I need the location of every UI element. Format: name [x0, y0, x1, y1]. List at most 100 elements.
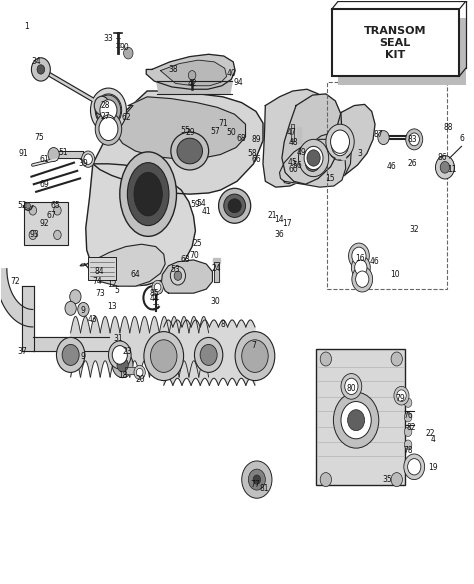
Text: 44: 44	[149, 294, 159, 304]
Circle shape	[235, 332, 275, 381]
Text: 72: 72	[10, 277, 20, 286]
Text: 23: 23	[123, 347, 132, 356]
Circle shape	[56, 338, 85, 373]
Polygon shape	[200, 320, 210, 385]
Circle shape	[188, 71, 196, 80]
Circle shape	[96, 95, 121, 126]
Text: 8: 8	[220, 319, 225, 329]
Polygon shape	[228, 320, 237, 385]
Text: 9: 9	[81, 306, 86, 315]
Text: 48: 48	[289, 138, 299, 147]
Text: 32: 32	[410, 225, 419, 234]
Circle shape	[404, 454, 425, 479]
Polygon shape	[149, 317, 159, 377]
FancyBboxPatch shape	[24, 201, 68, 245]
Polygon shape	[182, 320, 191, 385]
Text: 12: 12	[107, 280, 117, 289]
Circle shape	[394, 387, 409, 405]
Text: 89: 89	[251, 135, 261, 144]
Text: 56: 56	[292, 161, 302, 170]
Polygon shape	[214, 262, 219, 281]
Polygon shape	[80, 244, 165, 286]
Circle shape	[391, 352, 402, 366]
Polygon shape	[120, 317, 130, 377]
Polygon shape	[110, 317, 120, 377]
Text: 77: 77	[250, 480, 260, 489]
Circle shape	[345, 378, 358, 395]
Circle shape	[320, 472, 331, 486]
Polygon shape	[179, 317, 189, 377]
Ellipse shape	[306, 157, 319, 171]
Polygon shape	[189, 317, 199, 377]
Polygon shape	[71, 317, 81, 377]
Circle shape	[304, 147, 323, 169]
Polygon shape	[328, 105, 375, 176]
Circle shape	[333, 392, 379, 448]
Text: 38: 38	[168, 65, 178, 74]
Circle shape	[82, 151, 95, 168]
Text: 83: 83	[407, 135, 417, 144]
Circle shape	[152, 280, 163, 294]
Text: 41: 41	[201, 207, 211, 215]
FancyBboxPatch shape	[317, 349, 405, 485]
Text: 9: 9	[81, 352, 86, 360]
Text: 92: 92	[39, 219, 49, 228]
Circle shape	[54, 230, 61, 239]
Text: 60: 60	[289, 165, 299, 174]
Circle shape	[356, 271, 369, 287]
Circle shape	[408, 458, 421, 475]
Text: 3: 3	[357, 149, 362, 158]
Text: 40: 40	[227, 69, 236, 78]
Circle shape	[242, 340, 268, 373]
Text: 37: 37	[17, 347, 27, 356]
Text: 94: 94	[233, 78, 243, 87]
Text: 17: 17	[283, 219, 292, 228]
Text: 88: 88	[444, 123, 454, 132]
Text: 25: 25	[192, 238, 202, 248]
Text: 66: 66	[251, 155, 261, 164]
Circle shape	[397, 390, 406, 402]
Text: 35: 35	[383, 475, 392, 484]
Text: 63: 63	[180, 255, 190, 264]
Ellipse shape	[134, 172, 162, 216]
Text: 51: 51	[58, 148, 68, 157]
Circle shape	[355, 260, 367, 275]
Text: 11: 11	[447, 165, 457, 174]
Text: 39: 39	[79, 159, 88, 168]
Text: 24: 24	[211, 264, 221, 273]
Polygon shape	[159, 317, 169, 377]
Polygon shape	[55, 151, 83, 158]
Polygon shape	[156, 81, 232, 94]
Circle shape	[78, 303, 89, 317]
Text: 26: 26	[407, 159, 417, 168]
Text: 71: 71	[218, 119, 228, 127]
FancyBboxPatch shape	[331, 9, 459, 77]
Text: 82: 82	[406, 423, 416, 432]
Circle shape	[194, 338, 223, 373]
Polygon shape	[0, 269, 33, 327]
Text: 61: 61	[39, 155, 49, 164]
Text: 30: 30	[211, 297, 220, 307]
Text: 22: 22	[425, 429, 435, 438]
Text: 13: 13	[107, 302, 117, 311]
Text: 79: 79	[395, 394, 405, 402]
Polygon shape	[282, 94, 342, 184]
Polygon shape	[22, 286, 34, 352]
Circle shape	[151, 340, 177, 373]
Polygon shape	[164, 320, 173, 385]
Bar	[327, 82, 447, 289]
Polygon shape	[33, 338, 109, 352]
Circle shape	[112, 352, 133, 378]
Polygon shape	[246, 320, 255, 385]
Polygon shape	[160, 60, 227, 86]
Circle shape	[307, 150, 320, 166]
Circle shape	[48, 148, 59, 162]
Text: 74: 74	[93, 277, 102, 286]
Circle shape	[242, 461, 272, 498]
Circle shape	[248, 469, 265, 490]
Text: 7: 7	[251, 341, 256, 350]
Text: 18: 18	[118, 371, 128, 380]
Circle shape	[409, 133, 419, 146]
Ellipse shape	[171, 132, 209, 170]
Polygon shape	[117, 97, 246, 159]
